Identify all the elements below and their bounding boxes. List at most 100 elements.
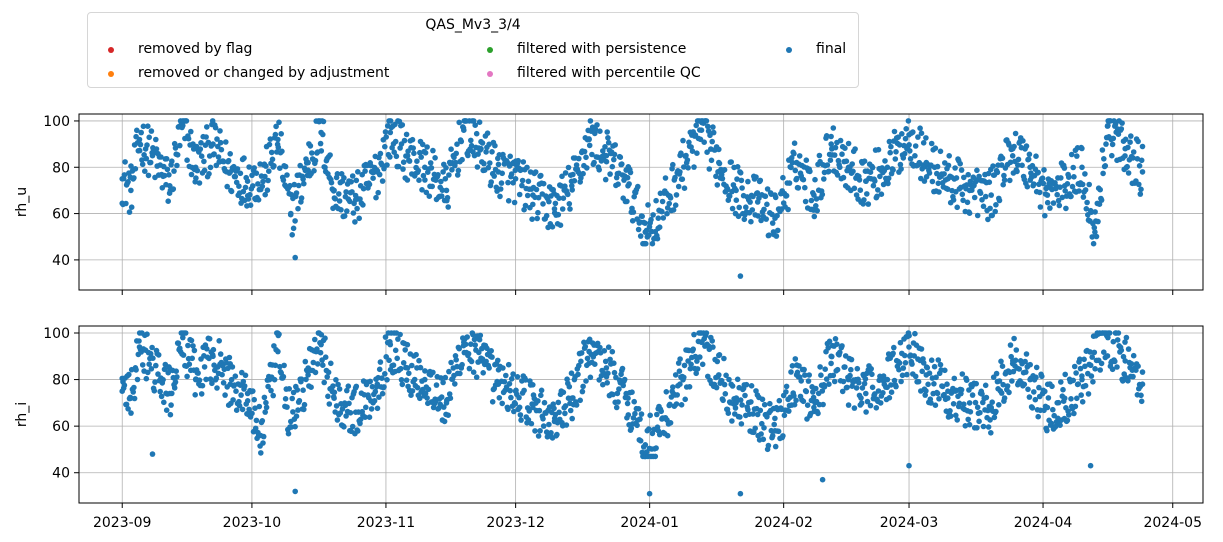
data-point [132, 166, 139, 172]
data-point [225, 365, 231, 372]
data-point [1054, 191, 1060, 198]
data-point [1050, 406, 1056, 413]
data-point [497, 186, 504, 192]
data-point [703, 330, 710, 336]
data-point [392, 138, 399, 145]
data-point [419, 187, 425, 193]
data-point [953, 175, 960, 181]
data-point [466, 365, 473, 372]
data-point [149, 152, 156, 159]
data-point [241, 155, 247, 161]
data-point [624, 174, 631, 181]
data-point [1135, 138, 1141, 145]
data-point [148, 366, 155, 372]
data-point [360, 202, 366, 208]
data-point [990, 163, 996, 169]
data-point [687, 365, 694, 372]
data-point [379, 178, 386, 184]
data-point [843, 158, 850, 164]
data-point [880, 390, 886, 396]
data-point [720, 397, 726, 404]
data-point [761, 425, 767, 431]
data-point [222, 392, 228, 398]
data-point [422, 390, 429, 397]
data-point [146, 134, 152, 141]
data-point [810, 394, 817, 401]
data-point [863, 409, 869, 415]
data-point [392, 347, 399, 354]
data-point [1106, 330, 1113, 336]
data-point [1070, 164, 1076, 171]
data-point [788, 155, 795, 161]
data-point [203, 134, 209, 140]
data-point [934, 390, 941, 397]
data-point [197, 146, 204, 152]
data-point [295, 182, 302, 189]
data-point [1112, 121, 1119, 128]
data-point [265, 177, 271, 184]
data-point [540, 423, 547, 429]
data-point [945, 176, 951, 182]
data-point [650, 212, 656, 218]
data-point [926, 170, 933, 176]
data-point [453, 357, 460, 363]
data-point [333, 403, 340, 409]
data-point [399, 122, 406, 128]
data-point [136, 338, 142, 344]
x-tick-label: 2024-04 [1014, 515, 1073, 531]
data-point [607, 171, 613, 177]
data-point [264, 187, 271, 193]
panel-rh_i: 40 60 80 100 2023-09 2023-10 2023-11 2023-12 202… [14, 325, 1204, 531]
data-point [772, 415, 778, 422]
data-point [624, 400, 631, 407]
data-point [912, 330, 918, 337]
data-point [288, 210, 294, 217]
data-point [760, 436, 767, 443]
data-point [479, 140, 486, 146]
data-point [449, 167, 455, 173]
data-point [630, 209, 637, 215]
data-point [402, 347, 409, 353]
data-point [473, 374, 480, 381]
data-point [226, 354, 233, 361]
data-point [525, 178, 532, 185]
data-point [928, 357, 935, 364]
data-point [126, 371, 132, 378]
data-point [959, 191, 966, 198]
data-point [438, 394, 445, 400]
data-point [508, 171, 515, 177]
data-point [601, 348, 608, 354]
data-point [535, 433, 542, 439]
data-point [1090, 379, 1096, 385]
data-point [524, 192, 531, 199]
data-point [526, 408, 532, 414]
data-point [149, 451, 156, 457]
y-axis-label: rh_u [14, 187, 30, 217]
data-point [569, 187, 575, 193]
data-point [591, 159, 597, 166]
data-point [934, 163, 941, 170]
data-point [290, 409, 296, 415]
data-point [515, 157, 521, 164]
data-point [771, 421, 777, 428]
data-point [198, 140, 204, 146]
data-point [619, 161, 625, 167]
data-point [508, 394, 514, 401]
data-point [691, 331, 697, 338]
data-point [681, 164, 687, 170]
data-point [1082, 382, 1089, 389]
data-point [627, 169, 634, 176]
data-point [455, 167, 462, 174]
data-point [483, 149, 489, 155]
data-point [173, 368, 179, 375]
data-point [832, 336, 839, 342]
data-point [739, 402, 745, 408]
data-point [789, 363, 796, 369]
data-point [667, 401, 673, 408]
data-point [301, 401, 308, 408]
data-point [1137, 191, 1144, 197]
legend: QAS_Mv3_3/4 removed by flag removed or c… [87, 12, 859, 88]
data-point [753, 174, 759, 180]
data-point [512, 176, 519, 182]
data-point [950, 197, 957, 203]
